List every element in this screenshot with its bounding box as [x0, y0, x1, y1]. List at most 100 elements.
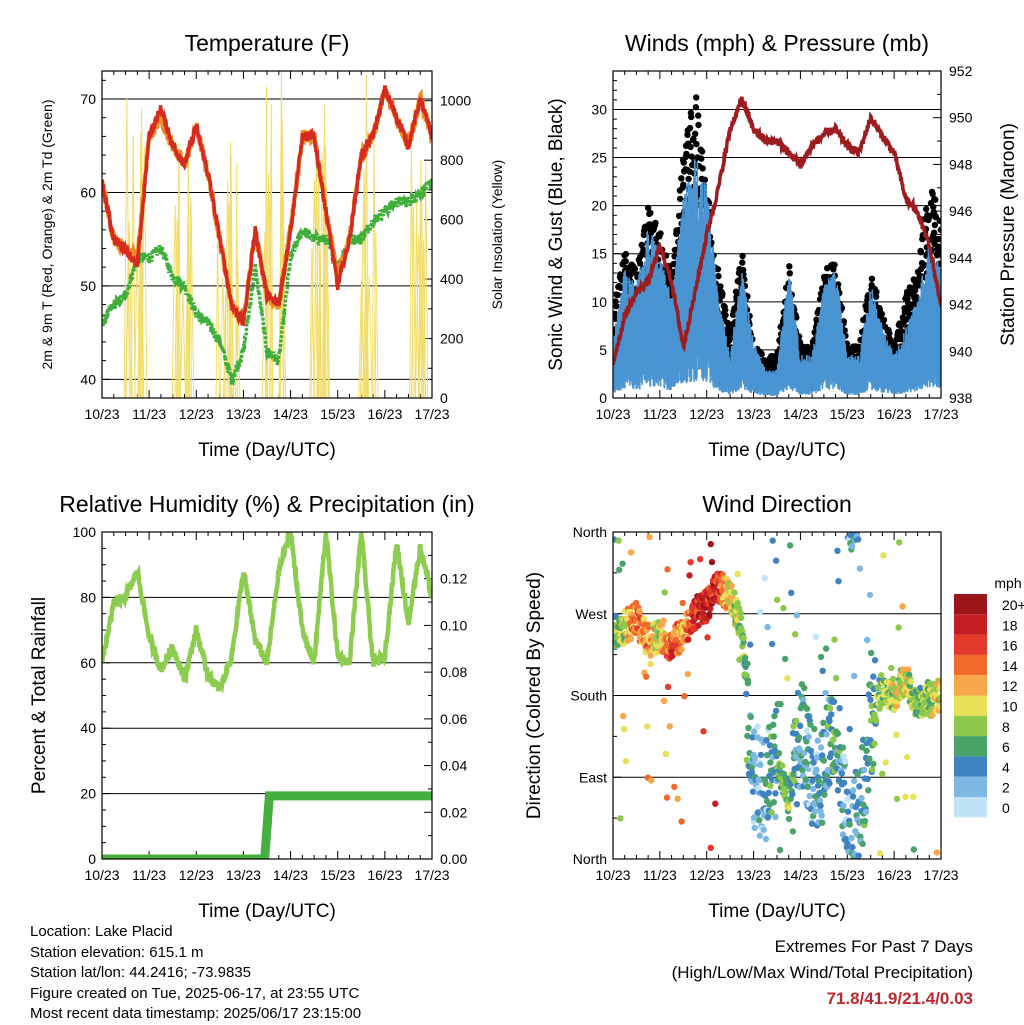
- y-tick-label: West: [575, 606, 607, 622]
- x-tick-label: 15/23: [320, 867, 355, 883]
- direction-point: [617, 815, 624, 822]
- direction-point: [862, 808, 870, 816]
- gust-point: [698, 155, 705, 162]
- direction-point: [762, 835, 770, 843]
- solar-spike: [125, 221, 133, 398]
- location-text: Location: Lake Placid: [30, 923, 173, 940]
- y-tick-label: 20: [591, 198, 607, 214]
- direction-point: [842, 758, 849, 765]
- direction-point: [910, 846, 917, 853]
- direction-point: [865, 787, 872, 794]
- direction-point: [846, 725, 853, 733]
- pressure-line: [613, 96, 941, 366]
- direction-point: [734, 570, 741, 578]
- direction-point: [712, 800, 719, 807]
- extremes-values: 71.8/41.9/21.4/0.03: [826, 989, 973, 1008]
- gust-point: [690, 135, 697, 143]
- x-tick-label: 17/23: [923, 406, 958, 422]
- gust-point: [686, 124, 694, 132]
- direction-point: [647, 652, 654, 659]
- direction-point: [697, 555, 704, 563]
- direction-point: [807, 747, 815, 754]
- solar-spike: [418, 159, 424, 398]
- y-tick-label: South: [570, 688, 607, 704]
- direction-point: [802, 758, 809, 766]
- direction-point: [621, 725, 628, 733]
- y-right-tick-label: 950: [949, 110, 973, 126]
- direction-point: [687, 559, 694, 566]
- direction-point: [855, 852, 862, 859]
- legend-label: 4: [1002, 759, 1010, 775]
- solar-spike: [323, 185, 331, 398]
- direction-point: [822, 645, 830, 652]
- y-tick-label: 30: [591, 101, 607, 117]
- gust-point: [613, 298, 619, 305]
- direction-point: [817, 802, 824, 809]
- gust-point: [680, 159, 687, 166]
- gust-point: [929, 190, 936, 198]
- direction-point: [619, 560, 626, 567]
- legend-swatch: [954, 776, 987, 797]
- direction-point: [917, 684, 924, 692]
- direction-point: [782, 788, 789, 796]
- direction-point: [907, 678, 915, 685]
- direction-point: [858, 794, 865, 802]
- direction-point: [771, 712, 778, 720]
- direction-point: [748, 769, 756, 776]
- x-tick-label: 11/23: [132, 406, 166, 422]
- direction-point: [902, 793, 909, 800]
- direction-point: [756, 777, 763, 784]
- direction-point: [854, 771, 861, 778]
- direction-point: [750, 728, 758, 735]
- gust-point: [920, 262, 927, 269]
- gust-point: [786, 263, 793, 270]
- direction-point: [834, 547, 841, 554]
- direction-point: [844, 840, 851, 847]
- direction-point: [756, 817, 763, 824]
- gust-point: [714, 266, 722, 273]
- direction-point: [870, 760, 877, 767]
- direction-point: [760, 826, 767, 833]
- gust-point: [683, 150, 690, 158]
- legend-swatch: [954, 715, 987, 737]
- direction-point: [807, 721, 814, 728]
- direction-point: [768, 809, 775, 816]
- direction-point: [749, 734, 756, 741]
- direction-point: [834, 787, 842, 794]
- y-tick-label: 80: [80, 589, 96, 605]
- solar-spike: [309, 248, 315, 398]
- direction-point: [824, 772, 831, 779]
- solar-spike: [266, 201, 274, 398]
- direction-point: [906, 671, 913, 679]
- legend-label: 18: [1002, 617, 1018, 633]
- gust-point: [699, 165, 706, 172]
- direction-point: [744, 677, 752, 684]
- legend-swatch: [954, 675, 987, 696]
- direction-point: [767, 759, 774, 766]
- direction-point: [859, 840, 866, 848]
- temp-2m-line: [102, 85, 432, 326]
- y-tick-label: 0: [88, 851, 96, 867]
- direction-point: [666, 723, 673, 730]
- precip-line: [102, 791, 432, 859]
- direction-point: [615, 537, 622, 544]
- direction-point: [849, 844, 856, 851]
- solar-spike: [228, 154, 234, 398]
- direction-point: [872, 717, 880, 724]
- x-tick-label: 14/23: [783, 406, 818, 422]
- y-right-tick-label: 946: [949, 203, 973, 219]
- direction-point: [744, 732, 751, 740]
- direction-point: [627, 549, 635, 556]
- gust-point: [717, 283, 724, 290]
- gust-point: [631, 265, 639, 272]
- legend-label: 6: [1002, 739, 1010, 755]
- x-tick-label: 15/23: [830, 867, 865, 883]
- direction-point: [937, 677, 941, 685]
- x-tick-label: 12/23: [179, 406, 214, 422]
- direction-point: [896, 539, 903, 546]
- direction-point: [855, 536, 862, 543]
- x-tick-label: 15/23: [320, 406, 355, 422]
- panel-title: Temperature (F): [185, 30, 350, 56]
- y-tick-label: 100: [73, 524, 97, 540]
- gust-point: [693, 94, 700, 101]
